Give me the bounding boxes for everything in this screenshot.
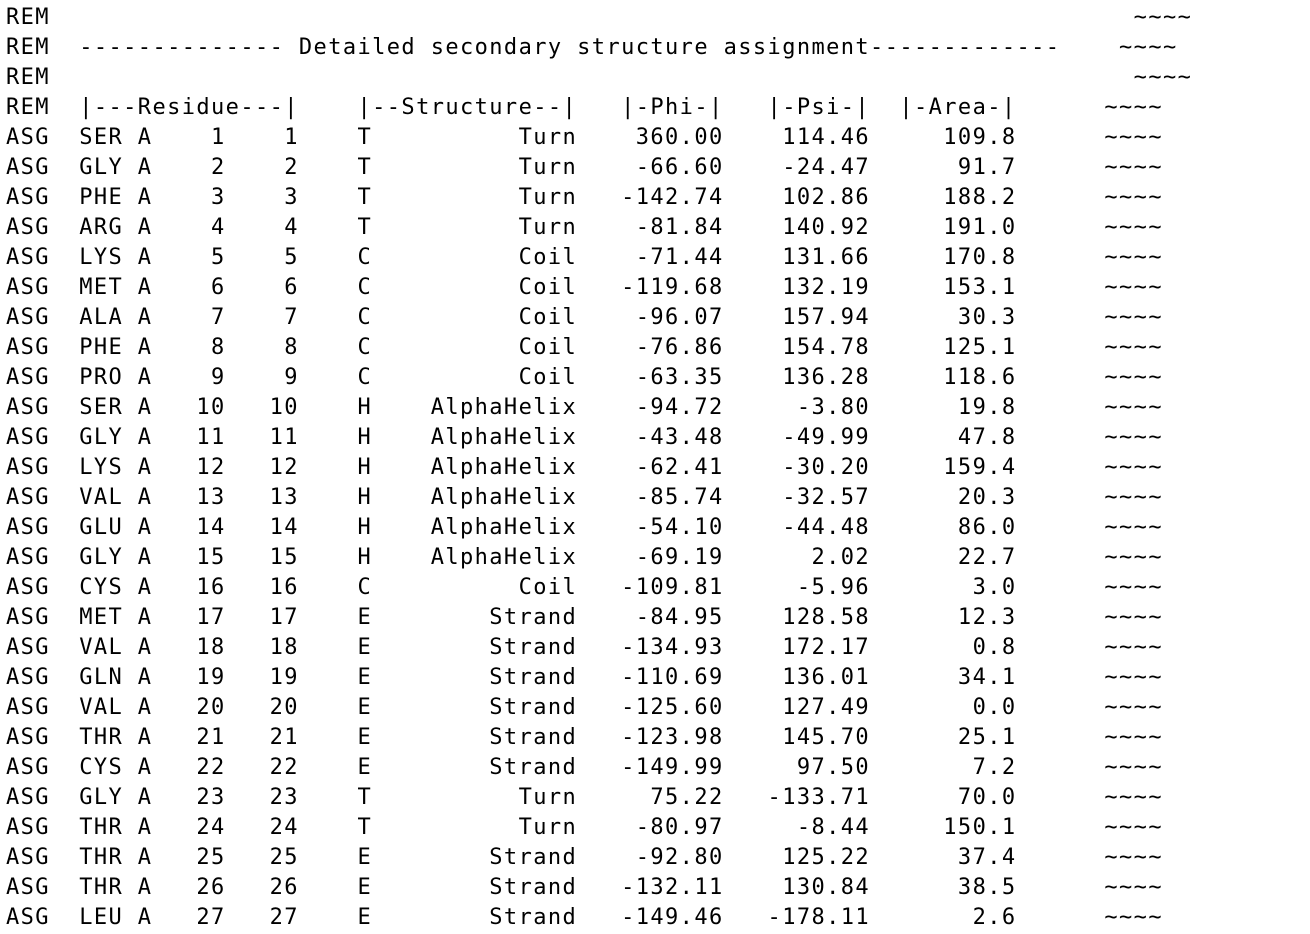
- assignment-row: ASG LYS A 12 12 H AlphaHelix -62.41 -30.…: [6, 455, 1163, 480]
- assignment-row: ASG GLY A 2 2 T Turn -66.60 -24.47 91.7 …: [6, 155, 1163, 180]
- assignment-row: ASG LEU A 27 27 E Strand -149.46 -178.11…: [6, 905, 1163, 930]
- remark-line: REM ~~~~: [6, 65, 1193, 90]
- assignment-row: ASG GLY A 15 15 H AlphaHelix -69.19 2.02…: [6, 545, 1163, 570]
- assignment-row: ASG THR A 24 24 T Turn -80.97 -8.44 150.…: [6, 815, 1163, 840]
- assignment-row: ASG VAL A 18 18 E Strand -134.93 172.17 …: [6, 635, 1163, 660]
- stride-output-document: REM ~~~~ REM -------------- Detailed seco…: [6, 3, 1306, 933]
- assignment-row: ASG GLU A 14 14 H AlphaHelix -54.10 -44.…: [6, 515, 1163, 540]
- assignment-row: ASG ALA A 7 7 C Coil -96.07 157.94 30.3 …: [6, 305, 1163, 330]
- assignment-row: ASG VAL A 20 20 E Strand -125.60 127.49 …: [6, 695, 1163, 720]
- assignment-row: ASG CYS A 16 16 C Coil -109.81 -5.96 3.0…: [6, 575, 1163, 600]
- assignment-row: ASG THR A 21 21 E Strand -123.98 145.70 …: [6, 725, 1163, 750]
- assignment-row: ASG PHE A 8 8 C Coil -76.86 154.78 125.1…: [6, 335, 1163, 360]
- assignment-row: ASG THR A 25 25 E Strand -92.80 125.22 3…: [6, 845, 1163, 870]
- assignment-row: ASG MET A 6 6 C Coil -119.68 132.19 153.…: [6, 275, 1163, 300]
- assignment-row: ASG PHE A 3 3 T Turn -142.74 102.86 188.…: [6, 185, 1163, 210]
- assignment-row: ASG THR A 26 26 E Strand -132.11 130.84 …: [6, 875, 1163, 900]
- assignment-row: ASG LYS A 5 5 C Coil -71.44 131.66 170.8…: [6, 245, 1163, 270]
- assignment-row: ASG PRO A 9 9 C Coil -63.35 136.28 118.6…: [6, 365, 1163, 390]
- assignment-row: ASG SER A 10 10 H AlphaHelix -94.72 -3.8…: [6, 395, 1163, 420]
- assignment-row: ASG VAL A 13 13 H AlphaHelix -85.74 -32.…: [6, 485, 1163, 510]
- remark-line: REM ~~~~: [6, 5, 1193, 30]
- assignment-row: ASG MET A 17 17 E Strand -84.95 128.58 1…: [6, 605, 1163, 630]
- assignment-row: ASG GLN A 19 19 E Strand -110.69 136.01 …: [6, 665, 1163, 690]
- assignment-row: ASG GLY A 23 23 T Turn 75.22 -133.71 70.…: [6, 785, 1163, 810]
- assignment-row: ASG CYS A 22 22 E Strand -149.99 97.50 7…: [6, 755, 1163, 780]
- assignment-row: ASG GLY A 11 11 H AlphaHelix -43.48 -49.…: [6, 425, 1163, 450]
- section-title-line: REM -------------- Detailed secondary st…: [6, 35, 1178, 60]
- column-header-line: REM |---Residue---| |--Structure--| |-Ph…: [6, 95, 1163, 120]
- assignment-row: ASG ARG A 4 4 T Turn -81.84 140.92 191.0…: [6, 215, 1163, 240]
- assignment-row: ASG SER A 1 1 T Turn 360.00 114.46 109.8…: [6, 125, 1163, 150]
